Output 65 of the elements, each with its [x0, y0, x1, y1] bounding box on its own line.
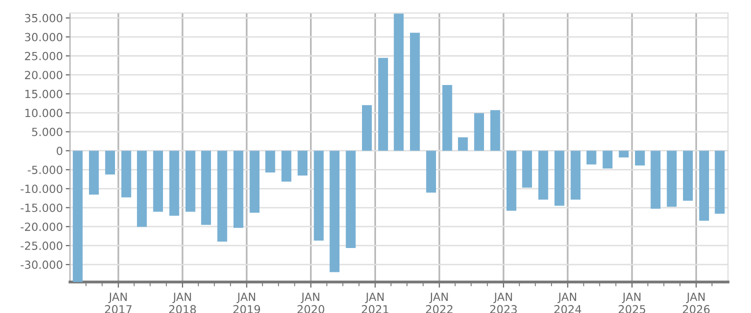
bar — [72, 150, 83, 282]
y-tick-label: -5.000 — [28, 166, 62, 174]
bar — [554, 150, 564, 206]
bar — [265, 150, 276, 173]
bar — [426, 150, 436, 193]
y-tick-label: -30.000 — [20, 260, 62, 269]
bar — [666, 150, 677, 207]
y-tick-label: 10.000 — [25, 108, 62, 118]
bar — [330, 150, 340, 272]
y-tick-label: 15.000 — [25, 90, 62, 98]
bar — [410, 32, 420, 151]
bar — [250, 150, 260, 213]
bar — [105, 150, 116, 175]
bar — [699, 150, 710, 221]
bar — [217, 150, 228, 242]
bar — [458, 137, 468, 151]
y-tick-label: 35.000 — [25, 14, 62, 22]
y-tick-label: -15.000 — [20, 204, 62, 212]
x-tick-label: JAN 2023 — [490, 292, 517, 313]
x-tick-label: JAN 2025 — [618, 292, 646, 313]
bar — [570, 150, 581, 200]
bar — [522, 150, 532, 188]
bar — [121, 150, 132, 198]
y-tick-label: 30.000 — [25, 32, 62, 42]
bar — [362, 105, 372, 151]
bar — [490, 110, 500, 151]
bar — [714, 150, 725, 214]
bar — [442, 85, 452, 151]
bar — [650, 150, 660, 209]
x-tick-label: JAN 2018 — [169, 292, 196, 313]
bar — [185, 150, 196, 212]
y-tick-label: 0 — [56, 146, 62, 156]
bar — [618, 150, 629, 158]
bar — [169, 150, 180, 216]
bar — [314, 150, 324, 241]
bar — [474, 113, 484, 151]
bar — [538, 150, 548, 200]
x-tick-label: JAN 2021 — [362, 292, 388, 313]
bar — [602, 150, 613, 168]
bar — [153, 150, 163, 212]
bar — [233, 150, 244, 228]
y-tick-label: 20.000 — [24, 70, 62, 80]
bar — [201, 150, 211, 225]
bar — [346, 150, 356, 248]
y-tick-label: -20.000 — [20, 222, 62, 231]
bar — [88, 150, 99, 195]
bar — [281, 150, 292, 182]
bar — [682, 150, 693, 201]
y-tick-label: 25.000 — [24, 52, 62, 60]
bar — [586, 150, 596, 164]
y-tick-label: -10.000 — [20, 184, 62, 194]
y-tick-label: -25.000 — [20, 242, 62, 250]
x-tick-label: JAN 2022 — [426, 292, 452, 313]
x-tick-label: JAN 2024 — [554, 292, 582, 313]
y-tick-label: 5.000 — [32, 128, 62, 136]
bar — [136, 150, 147, 227]
bar — [378, 58, 388, 151]
x-tick-label: JAN 2026 — [682, 292, 710, 313]
bar — [506, 150, 516, 211]
bar — [298, 150, 308, 176]
x-tick-label: JAN 2020 — [298, 292, 324, 313]
bar — [635, 150, 645, 166]
bar — [394, 14, 404, 151]
x-tick-label: JAN 2019 — [233, 292, 260, 313]
x-tick-label: JAN 2017 — [105, 292, 132, 313]
